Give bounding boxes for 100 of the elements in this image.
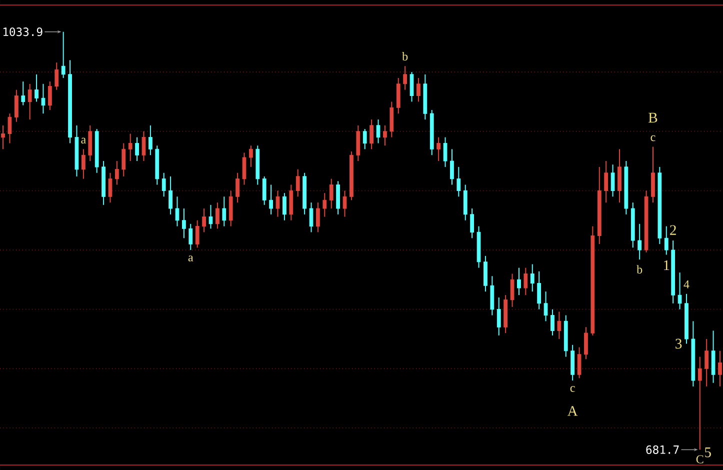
- candlestick: [678, 272, 682, 310]
- candlestick: [416, 77, 420, 102]
- candlestick: [182, 208, 186, 239]
- candlestick: [370, 118, 374, 150]
- candlestick: [269, 184, 273, 215]
- annotation: 681.7: [646, 445, 679, 454]
- annotation: B: [648, 112, 658, 123]
- annotation: 3: [676, 338, 682, 349]
- candlestick: [162, 172, 166, 198]
- candlestick: [175, 196, 180, 227]
- candlestick: [396, 77, 400, 114]
- candlestick: [195, 220, 200, 248]
- candlestick: [651, 146, 655, 204]
- candlestick: [28, 83, 32, 120]
- candlestick: [296, 168, 300, 198]
- candlestick: [135, 136, 139, 162]
- candlestick: [403, 66, 408, 90]
- candlestick: [383, 124, 387, 146]
- candlestick: [604, 160, 608, 204]
- candlestick: [88, 124, 92, 162]
- candlestick: [128, 133, 132, 162]
- candlestick: [530, 264, 534, 292]
- candlestick: [249, 145, 253, 168]
- candlestick: [41, 83, 46, 114]
- candlestick: [34, 74, 38, 102]
- candlestick: [114, 160, 119, 186]
- candlestick: [550, 308, 554, 336]
- candlestick: [484, 255, 488, 292]
- candlestick: [443, 136, 448, 168]
- candlestick: [329, 178, 334, 209]
- candlestick: [309, 202, 314, 233]
- candlestick: [48, 81, 52, 110]
- annotation: 1033.9: [3, 28, 42, 36]
- candlestick: [168, 176, 172, 215]
- candlestick: [242, 152, 246, 186]
- candlestick: [148, 124, 152, 156]
- candlestick: [537, 270, 542, 310]
- candlestick: [236, 172, 240, 204]
- candlestick: [122, 142, 126, 177]
- candlestick: [108, 172, 112, 204]
- candlestick: [496, 296, 501, 336]
- annotation: c: [570, 386, 575, 392]
- annotation: b: [636, 265, 642, 274]
- candlestick: [21, 81, 26, 106]
- annotation: 2: [670, 225, 676, 235]
- annotation: c: [650, 135, 656, 142]
- annotation: a: [81, 138, 86, 144]
- candlestick: [188, 223, 193, 250]
- annotation: 5: [705, 447, 711, 458]
- candlestick: [517, 267, 521, 296]
- candlestick: [450, 148, 454, 186]
- candlestick: [490, 276, 494, 316]
- candlestick: [356, 124, 360, 162]
- candlestick: [638, 223, 642, 260]
- annotation: A: [567, 406, 578, 416]
- annotation: b: [402, 52, 408, 60]
- candlestick: [336, 180, 340, 215]
- candlestick: [584, 326, 588, 360]
- candlestick: [711, 330, 716, 384]
- annotation: 4: [684, 280, 690, 288]
- candlestick: [524, 267, 528, 296]
- candlestick: [342, 190, 347, 218]
- candlestick: [216, 202, 220, 230]
- candlestick: [142, 130, 146, 162]
- candlestick: [222, 196, 226, 227]
- annotation: a: [188, 256, 194, 262]
- candlestick: [664, 226, 668, 256]
- candlestick: [276, 190, 280, 218]
- candlestick: [470, 208, 474, 239]
- candlestick: [570, 344, 575, 382]
- annotation: C: [696, 455, 704, 464]
- candlestick: [618, 148, 622, 204]
- candlestick: [208, 204, 213, 230]
- candlestick: [718, 350, 722, 387]
- candlestick: [362, 128, 367, 150]
- candlestick: [228, 190, 233, 227]
- candlestick: [202, 208, 206, 233]
- candlestick: [390, 101, 394, 138]
- candlestick: [262, 176, 266, 206]
- candlestick: [704, 338, 709, 387]
- candlestick: [577, 346, 582, 379]
- candlestick: [1, 124, 5, 150]
- candlestick: [14, 89, 18, 122]
- annotation: 1: [664, 260, 670, 270]
- candlestick: [436, 136, 441, 162]
- candlestick: [610, 164, 615, 198]
- candlestick: [282, 192, 286, 221]
- candlestick: [81, 148, 86, 180]
- candlestick: [410, 72, 414, 102]
- candlestick: [456, 166, 461, 198]
- candlestick: [289, 184, 294, 221]
- candlestick: [8, 113, 12, 144]
- candlestick: [557, 311, 562, 340]
- candlestick: [510, 273, 514, 308]
- candlestick: [463, 184, 468, 221]
- candlestick: [376, 118, 380, 144]
- candlestick: [544, 291, 548, 322]
- candlestick: [322, 192, 327, 218]
- candlestick: [316, 202, 320, 233]
- candlestick: [54, 62, 59, 90]
